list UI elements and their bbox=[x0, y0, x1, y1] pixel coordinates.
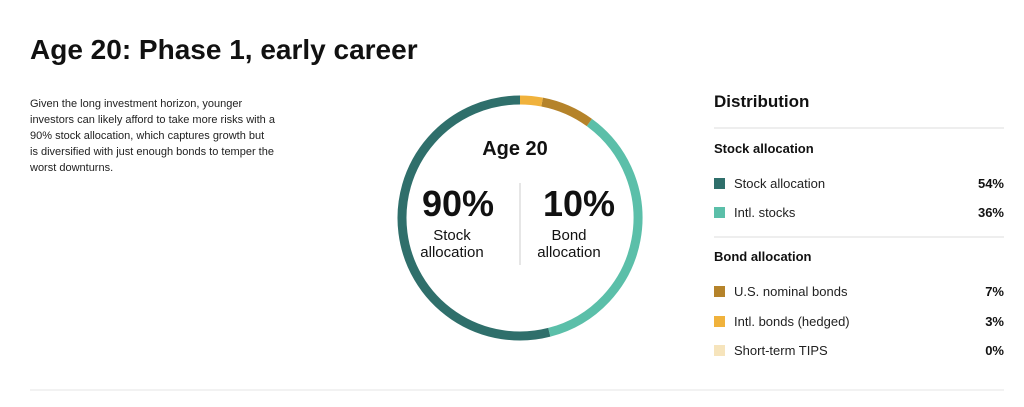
center-value: 90% bbox=[421, 183, 495, 224]
legend-label: Stock allocation bbox=[734, 176, 826, 191]
center-label: Bond allocation bbox=[537, 227, 601, 261]
legend-label: Intl. stocks bbox=[734, 205, 796, 220]
description: Given the long investment horizon, young… bbox=[30, 98, 275, 174]
donut-segment bbox=[397, 95, 551, 341]
value-label: 0% bbox=[985, 343, 1004, 358]
legend-swatch bbox=[714, 178, 725, 189]
legend-swatch bbox=[714, 207, 725, 218]
center-label: Stock allocation bbox=[420, 227, 484, 261]
group-heading: Stock allocation bbox=[714, 141, 814, 156]
center-value: 10% bbox=[542, 183, 616, 224]
group-heading: Bond allocation bbox=[714, 249, 812, 264]
title: Age 20: Phase 1, early career bbox=[30, 34, 418, 65]
legend-label: Short-term TIPS bbox=[734, 343, 828, 358]
donut-segment bbox=[548, 118, 643, 337]
donut-segment bbox=[541, 97, 593, 127]
legend-swatch bbox=[714, 316, 725, 327]
donut-segment bbox=[519, 95, 543, 107]
legend-swatch bbox=[714, 345, 725, 356]
center-title: Age 20 bbox=[482, 138, 548, 160]
value-label: 7% bbox=[985, 284, 1004, 299]
panel-title: Distribution bbox=[714, 92, 810, 111]
legend-swatch bbox=[714, 286, 725, 297]
value-label: 54% bbox=[977, 176, 1004, 191]
value-label: 36% bbox=[977, 205, 1004, 220]
legend-label: Intl. bonds (hedged) bbox=[734, 314, 850, 329]
value-label: 3% bbox=[985, 314, 1004, 329]
legend-label: U.S. nominal bonds bbox=[734, 284, 848, 299]
